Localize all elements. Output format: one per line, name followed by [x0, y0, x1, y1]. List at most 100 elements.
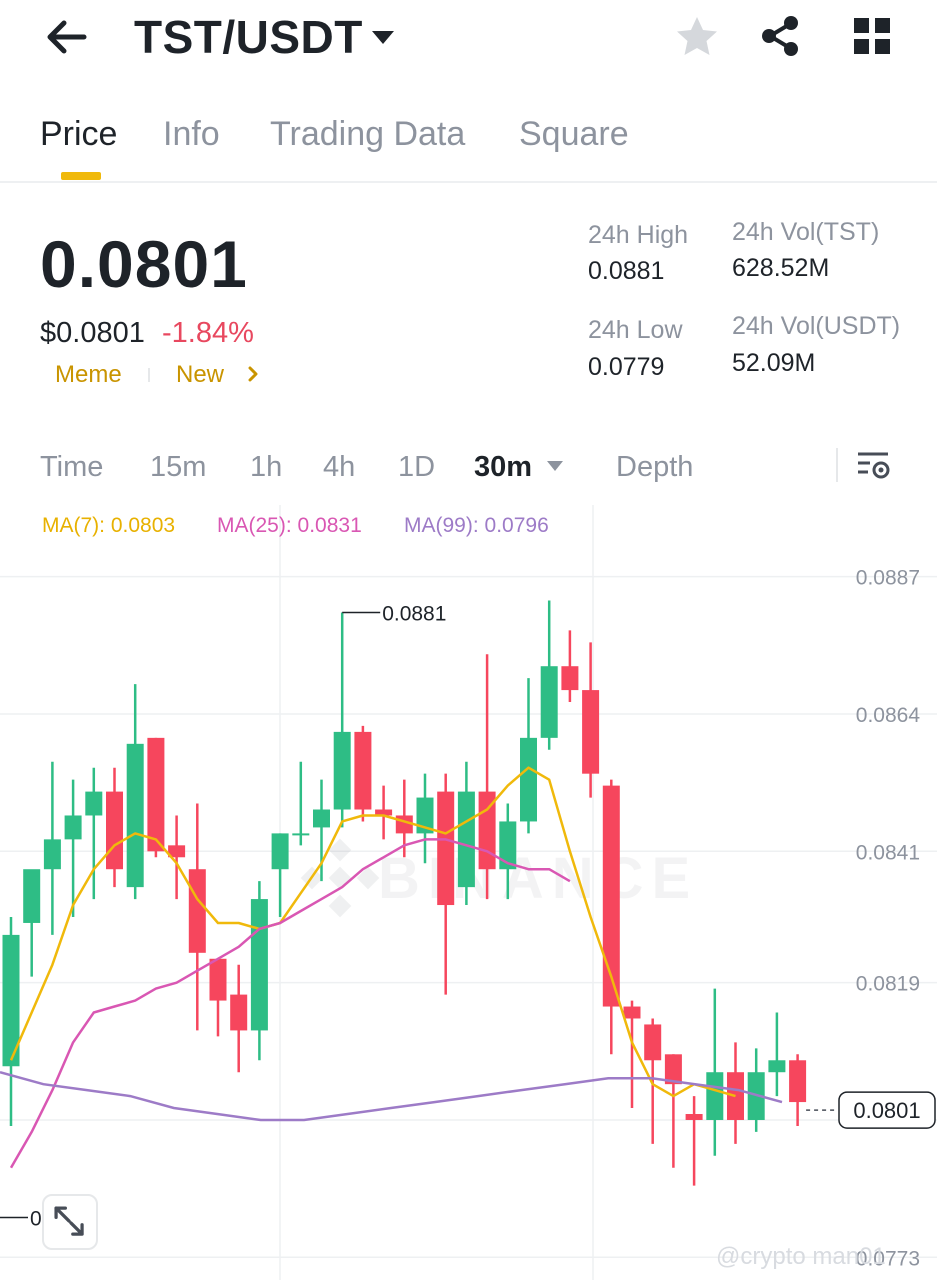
ma25-label: MA(25): 0.0831 [217, 514, 362, 537]
y-axis-tick-label: 0.0819 [856, 973, 920, 996]
stat-24h-high-label: 24h High [588, 221, 689, 249]
candle [354, 725, 372, 822]
candle [499, 803, 517, 900]
tab-info[interactable]: Info [163, 115, 220, 153]
stat-24h-vol-quote-value: 52.09M [732, 349, 816, 377]
candle-body [727, 1072, 744, 1120]
interval-4h[interactable]: 4h [323, 451, 356, 483]
expand-chart-button[interactable] [42, 1194, 98, 1250]
candle [582, 642, 600, 798]
share-icon[interactable] [758, 14, 802, 58]
tab-depth[interactable]: Depth [616, 451, 694, 483]
candle [747, 1048, 765, 1132]
candle [2, 916, 20, 1126]
trading-pair-title[interactable]: TST/USDT [134, 11, 363, 63]
candle-body [457, 791, 475, 888]
candle-body [2, 934, 20, 1067]
tab-trading-data[interactable]: Trading Data [270, 115, 466, 153]
candle [106, 767, 123, 888]
candle [375, 785, 393, 840]
candle [168, 815, 186, 900]
candle-body [664, 1054, 682, 1085]
candle-body [789, 1060, 807, 1103]
candle [126, 684, 144, 900]
candle-body [602, 785, 620, 1007]
caret-down-icon[interactable] [370, 28, 396, 46]
interval-separator [836, 448, 838, 482]
chevron-right-icon[interactable] [246, 364, 260, 384]
candle [437, 773, 455, 995]
candle [230, 964, 248, 1073]
candle-body [168, 845, 186, 858]
candle [209, 958, 227, 1037]
chart-settings-icon[interactable] [856, 448, 892, 484]
candle-body [64, 815, 82, 840]
candle-body [126, 743, 144, 888]
interval-15m[interactable]: 15m [150, 451, 207, 483]
candle-body [520, 737, 537, 822]
tab-price[interactable]: Price [40, 115, 118, 153]
candle [727, 1042, 744, 1144]
candle-body [540, 666, 558, 738]
interval-30m-selected[interactable]: 30m [474, 451, 533, 483]
ma7-label: MA(7): 0.0803 [42, 514, 176, 537]
candle [416, 773, 434, 864]
y-axis-tick-label: 0.0773 [856, 1247, 920, 1270]
candle-body [250, 899, 268, 1031]
back-arrow-icon[interactable] [40, 14, 92, 60]
candle-body [375, 809, 393, 816]
interval-1h[interactable]: 1h [250, 451, 283, 483]
candle-body [313, 809, 330, 828]
candle-body [106, 791, 123, 870]
candle [147, 737, 165, 858]
candle [540, 600, 558, 750]
y-axis-tick-label: 0.0887 [856, 567, 920, 590]
stat-24h-low-label: 24h Low [588, 316, 683, 344]
candle-body [395, 815, 413, 834]
candle [602, 779, 620, 1055]
candle [64, 779, 82, 917]
candle [333, 612, 351, 828]
candle-body [685, 1114, 703, 1120]
candle [664, 1054, 682, 1168]
tag-meme[interactable]: Meme [55, 361, 122, 388]
stat-24h-vol-base-label: 24h Vol(TST) [732, 218, 880, 246]
ma25-line [9, 838, 571, 1169]
candle-body [292, 833, 310, 836]
candle [706, 988, 724, 1156]
candle [478, 654, 496, 900]
candle-body [416, 797, 434, 834]
active-tab-indicator [61, 172, 101, 180]
candle [43, 761, 61, 935]
candle-body [333, 731, 351, 810]
interval-time[interactable]: Time [40, 451, 104, 483]
candle-body [623, 1006, 641, 1019]
y-axis-tick-label: 0.0864 [856, 704, 921, 727]
interval-1d[interactable]: 1D [398, 451, 436, 483]
candle [457, 761, 475, 906]
candle-body [561, 666, 579, 691]
star-icon[interactable] [674, 14, 720, 60]
interval-caret-down-icon[interactable] [546, 460, 564, 472]
grid-icon[interactable] [852, 16, 892, 56]
stat-24h-vol-base-value: 628.52M [732, 254, 830, 282]
stat-24h-vol-quote-label: 24h Vol(USDT) [732, 312, 901, 340]
ma99-line [0, 1070, 783, 1122]
candle-body [188, 869, 206, 953]
tag-new[interactable]: New [176, 361, 225, 388]
candlestick-chart[interactable]: BINANCE 0.08870.08640.08410.08190.07960.… [0, 505, 937, 1280]
tab-square[interactable]: Square [519, 115, 629, 153]
candle [188, 803, 206, 1031]
candle [313, 779, 330, 882]
usd-price: $0.0801 [40, 317, 145, 349]
candle-body [644, 1024, 662, 1061]
candle [23, 869, 41, 977]
candle [644, 1018, 662, 1144]
high-marker-label: 0.0881 [382, 602, 446, 625]
candle-body [209, 958, 227, 1001]
candle [685, 1096, 703, 1186]
price-change-percent: -1.84% [162, 317, 254, 349]
current-price-label: 0.0801 [853, 1098, 920, 1123]
last-price: 0.0801 [40, 227, 248, 301]
candle [85, 767, 103, 900]
